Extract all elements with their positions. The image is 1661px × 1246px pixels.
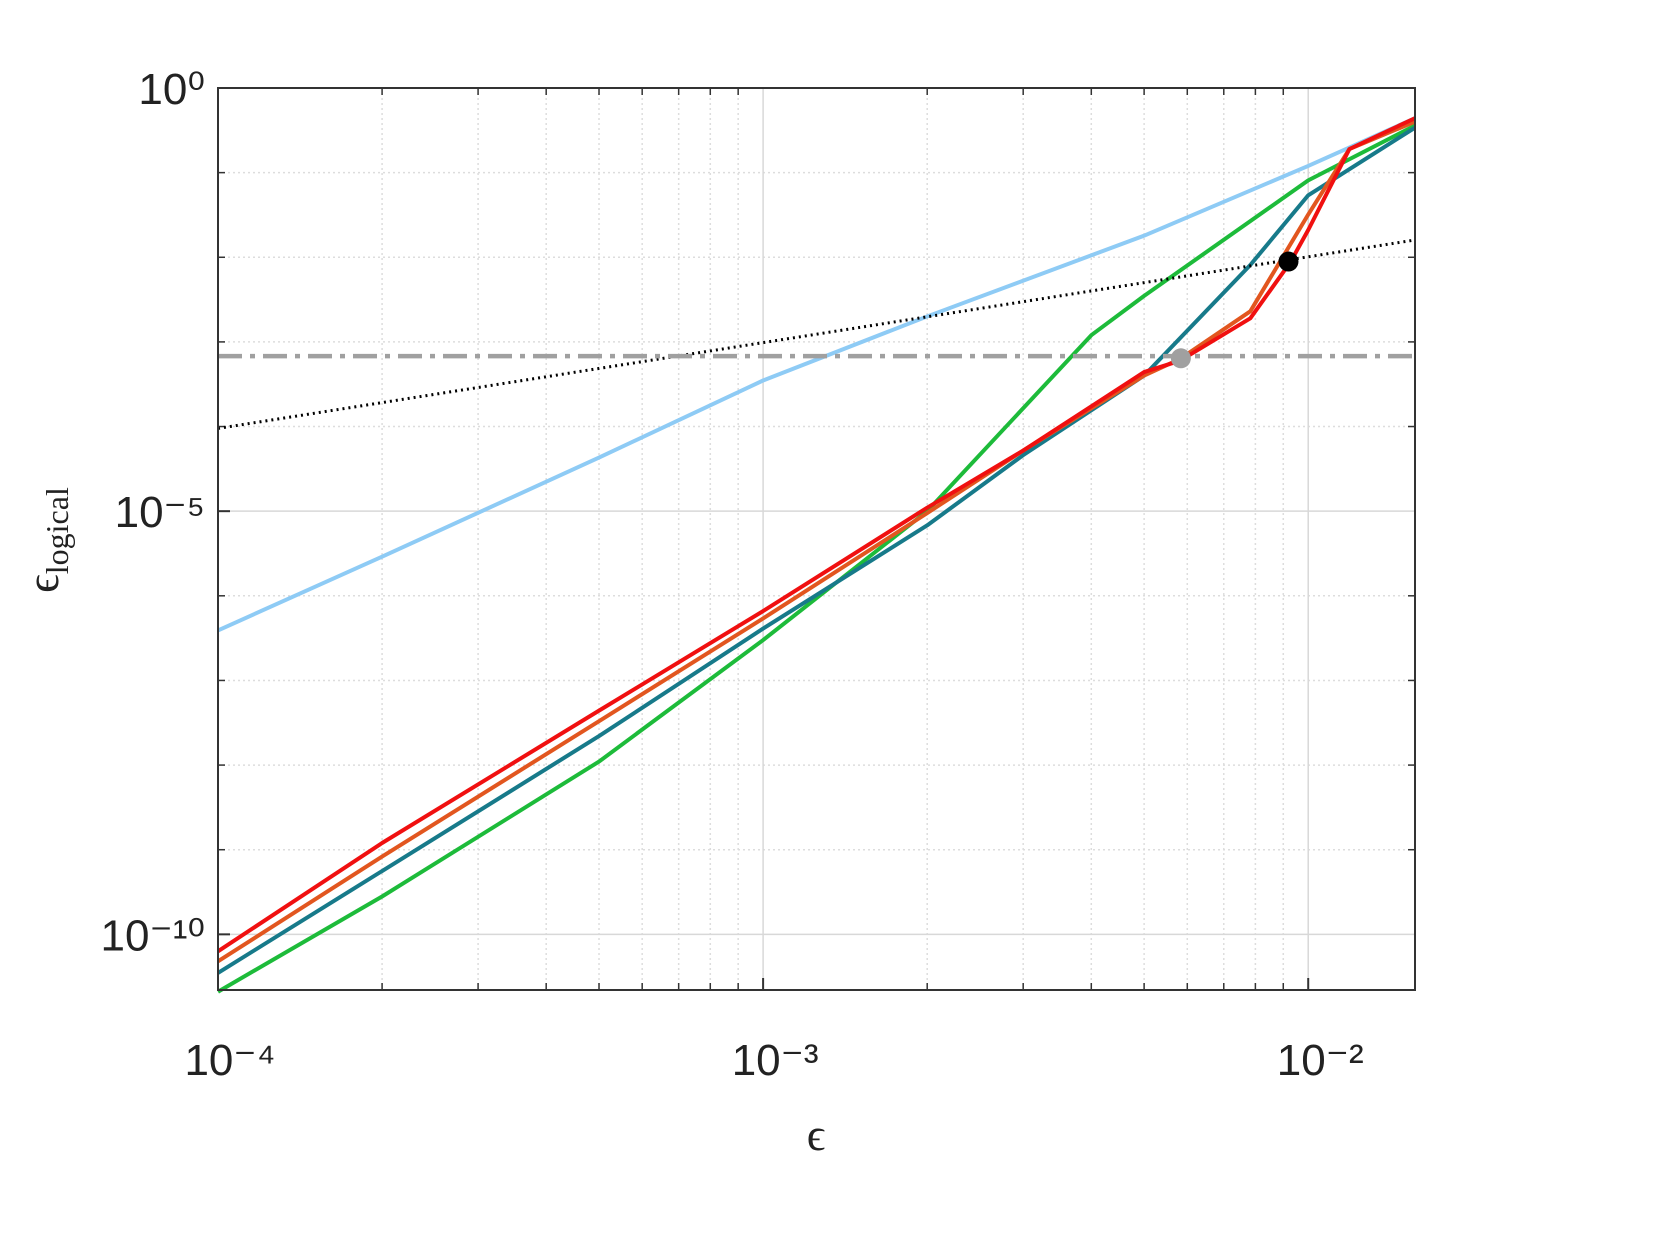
point-marker <box>1278 251 1299 272</box>
series-line <box>216 125 1417 975</box>
y-tick-label: 10⁻⁵ <box>115 488 205 537</box>
y-axis-symbol: ϵ <box>17 574 68 593</box>
plot-area <box>218 88 1415 990</box>
series-line <box>217 238 1416 430</box>
x-tick-label: 10⁻² <box>1277 1036 1364 1085</box>
y-tick-label: 10⁻¹⁰ <box>101 911 205 960</box>
y-tick-label: 10⁰ <box>138 65 205 114</box>
y-axis-label: ϵlogical <box>17 487 75 593</box>
y-axis-subscript: logical <box>39 487 75 574</box>
point-marker <box>1170 348 1191 369</box>
series-line <box>216 116 1416 953</box>
x-axis-label: ϵ <box>807 1109 826 1160</box>
axes-box <box>217 87 1416 991</box>
series-line <box>217 116 1416 633</box>
x-tick-label: 10⁻³ <box>732 1036 819 1085</box>
x-tick-label: 10⁻⁴ <box>184 1036 275 1085</box>
